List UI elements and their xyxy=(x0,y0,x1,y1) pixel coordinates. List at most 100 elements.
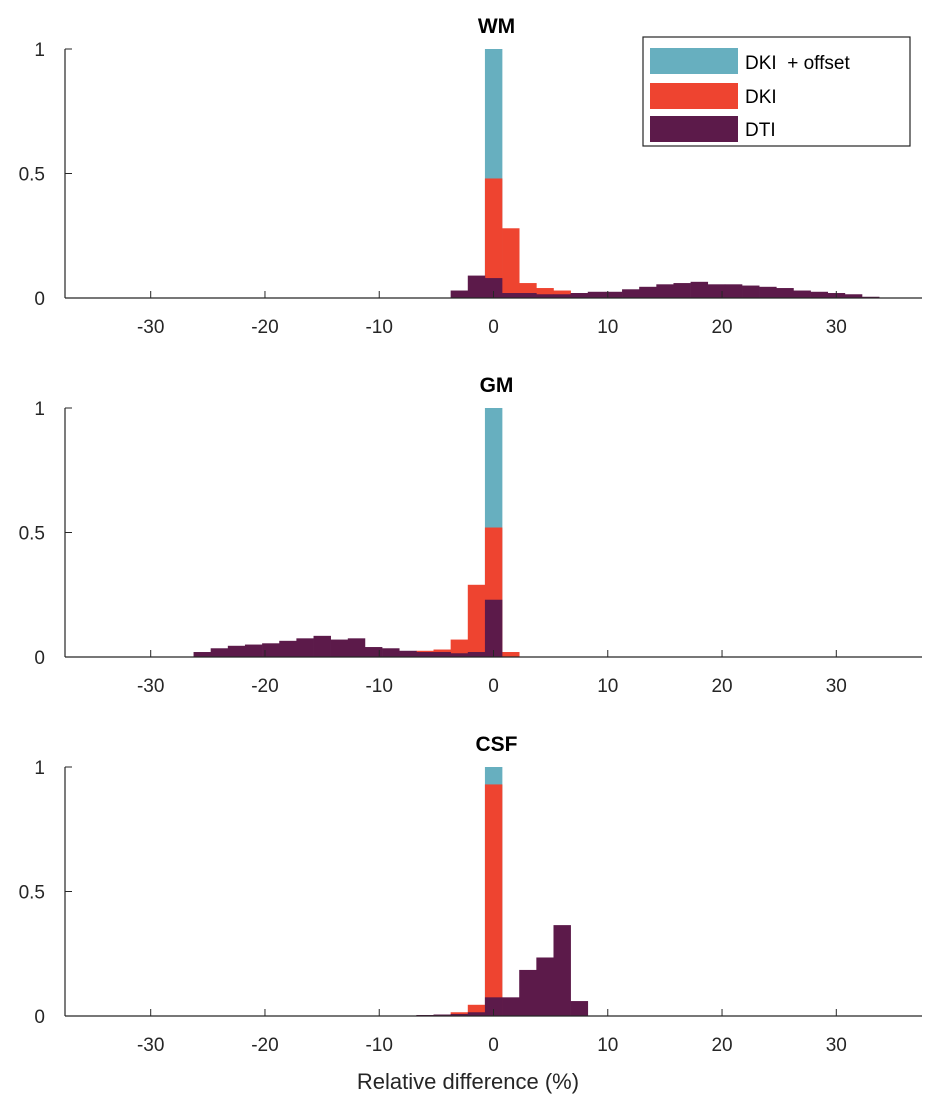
csf-x-tick-label-0: -30 xyxy=(137,1035,164,1056)
legend-label-dki-offset: DKI + offset xyxy=(745,53,850,74)
wm-x-tick-label-3: 0 xyxy=(488,317,499,338)
wm-dti-bar-4 xyxy=(519,293,537,298)
gm-dti-bar-4 xyxy=(262,643,280,657)
csf-x-tick-label-4: 10 xyxy=(597,1035,618,1056)
wm-dti-bar-3 xyxy=(502,293,520,298)
wm-dti-bar-16 xyxy=(724,284,743,298)
x-axis-label: Relative difference (%) xyxy=(357,1069,579,1094)
gm-dti-bar-8 xyxy=(330,639,349,657)
gm-dti-bar-7 xyxy=(313,635,331,657)
wm-dti-bar-11 xyxy=(639,286,657,298)
gm-dki-bar-3 xyxy=(467,584,486,657)
wm-dti-bar-12 xyxy=(656,284,674,298)
gm-x-tick-label-3: 0 xyxy=(488,676,499,697)
legend-swatch-dki xyxy=(650,83,738,109)
legend-swatch-dti xyxy=(650,116,738,142)
wm-y-tick-label-0: 0 xyxy=(34,289,45,310)
wm-dti-bar-14 xyxy=(690,281,709,298)
csf-dti-bar-6 xyxy=(519,969,537,1016)
gm-x-tick-label-4: 10 xyxy=(597,676,618,697)
csf-x-tick-label-2: -10 xyxy=(365,1035,392,1056)
gm-x-tick-label-6: 30 xyxy=(826,676,847,697)
wm-dti-bar-10 xyxy=(622,289,640,298)
wm-dti-bar-23 xyxy=(844,294,863,298)
csf-x-tick-label-1: -20 xyxy=(251,1035,278,1056)
csf-dti-bar-7 xyxy=(536,957,554,1016)
gm-dti-bar-15 xyxy=(450,653,469,657)
csf-x-tick-label-5: 20 xyxy=(711,1035,732,1056)
wm-dti-bar-18 xyxy=(759,286,777,298)
csf-dki-bar-2 xyxy=(484,784,503,1016)
gm-dti-bar-12 xyxy=(399,650,417,657)
legend-label-dti: DTI xyxy=(745,120,776,141)
csf-panel: -30 -20 -10 0 10 20 30 0 0.5 1 CSF xyxy=(19,733,922,1056)
wm-dti-bar-15 xyxy=(707,284,726,298)
csf-title: CSF xyxy=(476,733,518,756)
gm-dti-bar-14 xyxy=(433,652,451,657)
legend-swatch-dki-offset xyxy=(650,48,738,74)
gm-panel: -30 -20 -10 0 10 20 30 0 0.5 1 GM xyxy=(19,374,922,697)
wm-dti-bar-24 xyxy=(862,296,880,298)
wm-x-tick-label-0: -30 xyxy=(137,317,164,338)
csf-y-tick-label-1: 0.5 xyxy=(19,883,45,904)
gm-dti-bar-17 xyxy=(484,599,503,657)
wm-dti-bar-17 xyxy=(742,285,760,298)
gm-dti-bar-1 xyxy=(210,648,229,657)
gm-dti-bar-16 xyxy=(467,652,486,657)
wm-dti-bar-19 xyxy=(776,288,794,298)
gm-dti-bar-0 xyxy=(193,652,211,657)
csf-dti-bar-2 xyxy=(450,1014,469,1016)
gm-x-tick-label-0: -30 xyxy=(137,676,164,697)
wm-dti-bar-0 xyxy=(450,290,469,298)
gm-y-tick-label-1: 0.5 xyxy=(19,524,45,545)
wm-dti-bar-7 xyxy=(570,293,589,298)
legend-label-dki: DKI xyxy=(745,87,777,108)
csf-dti-bar-4 xyxy=(484,997,503,1016)
wm-dti-bar-2 xyxy=(484,278,503,298)
gm-x-tick-label-1: -20 xyxy=(251,676,278,697)
gm-dki-bar-2 xyxy=(450,639,469,657)
gm-dti-bar-9 xyxy=(347,638,366,657)
wm-x-tick-label-2: -10 xyxy=(365,317,392,338)
wm-dki-bar-0 xyxy=(484,178,503,298)
csf-x-tick-label-3: 0 xyxy=(488,1035,499,1056)
wm-dti-bar-1 xyxy=(467,275,486,298)
gm-x-tick-label-2: -10 xyxy=(365,676,392,697)
csf-y-tick-label-0: 0 xyxy=(34,1007,45,1028)
gm-y-tick-label-0: 0 xyxy=(34,648,45,669)
gm-x-tick-label-5: 20 xyxy=(711,676,732,697)
wm-dti-bar-8 xyxy=(587,291,606,298)
wm-dti-bar-21 xyxy=(810,291,829,298)
wm-panel: -30 -20 -10 0 10 20 30 0 0.5 1 WM xyxy=(19,15,922,338)
csf-dti-bar-8 xyxy=(553,925,571,1016)
gm-dti-bar-5 xyxy=(279,640,297,657)
gm-y-tick-label-2: 1 xyxy=(34,399,45,420)
wm-y-tick-label-2: 1 xyxy=(34,40,45,61)
gm-title: GM xyxy=(480,374,514,397)
csf-dki-bar-1 xyxy=(467,1004,486,1016)
csf-y-tick-label-2: 1 xyxy=(34,758,45,779)
wm-dti-bar-5 xyxy=(536,294,554,298)
csf-x-tick-label-6: 30 xyxy=(826,1035,847,1056)
gm-dti-bar-3 xyxy=(244,644,263,657)
csf-dti-bar-1 xyxy=(433,1014,451,1016)
wm-dti-bar-9 xyxy=(604,291,623,298)
legend: DKI + offset DKI DTI xyxy=(642,36,911,147)
wm-dti-bar-20 xyxy=(793,290,811,298)
wm-dti-bar-6 xyxy=(553,294,571,298)
gm-dti-bar-13 xyxy=(416,652,434,657)
wm-x-tick-label-5: 20 xyxy=(711,317,732,338)
csf-dti-bar-9 xyxy=(570,1001,589,1016)
gm-dti-bar-10 xyxy=(364,647,383,657)
gm-dti-bar-11 xyxy=(382,648,400,657)
wm-dki-bar-3 xyxy=(536,288,554,298)
gm-dti-bar-2 xyxy=(227,645,246,657)
wm-x-tick-label-4: 10 xyxy=(597,317,618,338)
wm-title: WM xyxy=(478,15,515,38)
gm-dti-bar-6 xyxy=(296,638,314,657)
wm-x-tick-label-1: -20 xyxy=(251,317,278,338)
csf-dti-bar-5 xyxy=(502,997,520,1016)
csf-dti-bar-3 xyxy=(467,1012,486,1016)
wm-y-tick-label-1: 0.5 xyxy=(19,165,45,186)
